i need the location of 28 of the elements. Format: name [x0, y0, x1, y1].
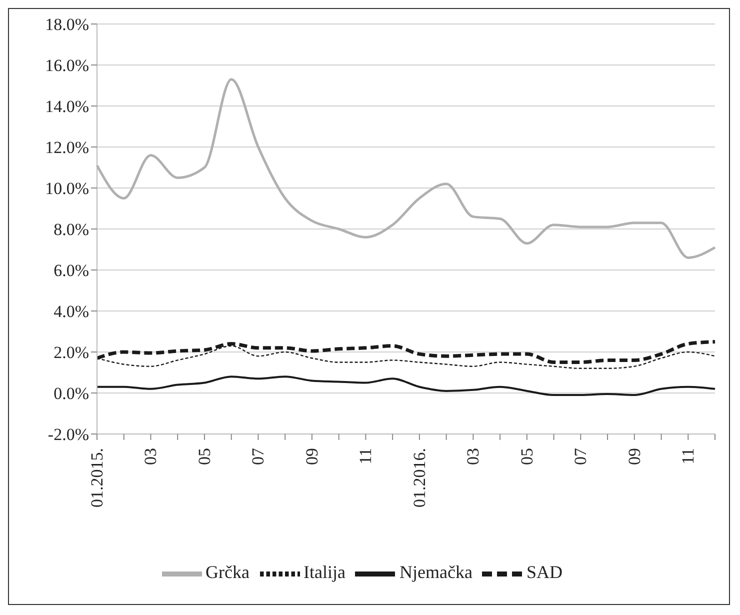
x-tick-label: 11: [356, 448, 376, 464]
y-tick-label: 12.0%: [45, 138, 89, 158]
y-tick-label: 8.0%: [54, 220, 89, 240]
x-tick-label: 05: [517, 448, 536, 465]
y-tick-label: 10.0%: [45, 179, 89, 198]
legend-label: Njemačka: [399, 562, 472, 582]
y-tick-label: 18.0%: [45, 15, 89, 34]
y-tick-label: -2.0%: [48, 425, 89, 444]
legend-label: Grčka: [206, 562, 250, 582]
x-tick-label: 09: [624, 448, 644, 465]
x-tick-label: 07: [248, 448, 268, 465]
x-tick-label: 03: [141, 448, 160, 465]
legend-label: SAD: [526, 562, 562, 582]
x-tick-label: 09: [302, 448, 322, 465]
y-tick-label: 4.0%: [54, 302, 89, 322]
x-tick-label: 11: [678, 448, 698, 464]
y-tick-label: 6.0%: [54, 261, 89, 280]
x-tick-label: 07: [571, 448, 590, 465]
x-tick-label: 05: [194, 448, 214, 465]
legend-label: Italija: [304, 562, 346, 582]
y-tick-label: 2.0%: [54, 343, 89, 362]
line-series: [96, 376, 716, 396]
y-tick-label: 14.0%: [45, 97, 89, 116]
x-tick-label: 03: [464, 448, 483, 465]
y-tick-label: 16.0%: [45, 56, 89, 76]
y-tick-label: 0.0%: [54, 384, 89, 404]
x-tick-label: 01.2015.: [88, 448, 106, 508]
x-tick-label: 01.2016.: [410, 448, 429, 508]
